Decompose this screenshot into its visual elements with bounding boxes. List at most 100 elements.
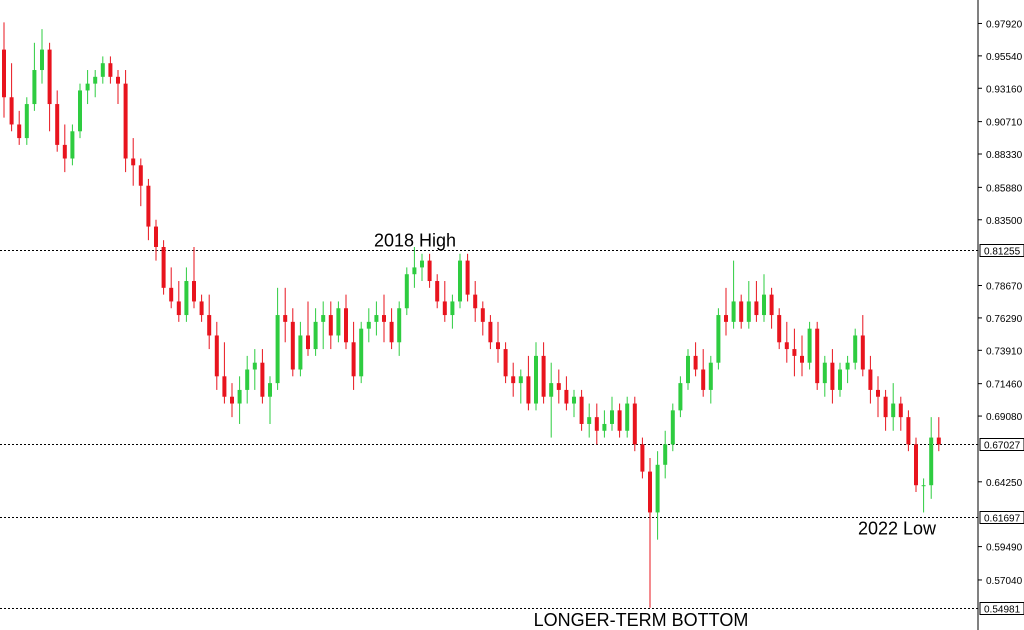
candle-body (78, 90, 82, 132)
candle-body (655, 464, 660, 513)
candle-body (351, 342, 356, 377)
candle-body (108, 63, 113, 77)
candle-body (93, 76, 98, 84)
tick-label: 0.97920 (986, 19, 1023, 30)
tick-label: 0.71460 (986, 380, 1023, 391)
candle (359, 321, 364, 384)
candle-body (237, 389, 242, 404)
candle (800, 335, 804, 377)
candle (283, 287, 288, 343)
candle-body (784, 342, 789, 350)
candle-body (648, 471, 652, 513)
candle-body (822, 362, 827, 384)
candle-body (845, 362, 850, 370)
candle (572, 389, 576, 418)
candle-body (663, 444, 668, 465)
candle (412, 246, 417, 288)
candle-body (792, 349, 797, 356)
candle-body (222, 376, 227, 397)
candle (70, 124, 75, 166)
candle-body (245, 369, 250, 390)
candles (2, 22, 941, 608)
candle (693, 342, 698, 377)
candle (914, 437, 918, 493)
candle (176, 281, 181, 322)
candle-body (777, 315, 782, 343)
candle-body (412, 267, 417, 275)
candle-body (100, 63, 105, 77)
candle-body (47, 49, 52, 105)
candle (594, 403, 599, 445)
candle (275, 287, 280, 390)
candle (936, 417, 941, 452)
candle-body (374, 315, 379, 322)
candle-body (610, 410, 614, 424)
candle-body (480, 308, 485, 322)
candle-body (526, 376, 531, 404)
candle-body (496, 342, 500, 350)
candle (579, 389, 584, 431)
candle (420, 253, 424, 282)
candle (739, 294, 744, 329)
candle-body (336, 308, 341, 336)
candle (496, 321, 500, 363)
candle-body (366, 321, 371, 329)
candle-body (511, 376, 516, 384)
candle-body (313, 321, 318, 350)
candle-body (898, 403, 903, 418)
candle-body (587, 417, 592, 424)
candle-body (746, 301, 751, 322)
candle-body (382, 315, 386, 322)
candle-body (207, 315, 212, 336)
candle-body (921, 485, 926, 487)
candle-body (442, 301, 447, 316)
candle-body (275, 315, 280, 384)
candle (480, 301, 485, 336)
candle (404, 267, 409, 316)
candle-body (830, 362, 835, 390)
reference-level-label: 0.54981 (984, 605, 1021, 616)
candle (458, 253, 462, 309)
tick-label: 0.69080 (986, 412, 1023, 423)
candle-body (116, 76, 120, 84)
candle-body (739, 301, 744, 322)
candle-body (55, 104, 60, 145)
candle-body (32, 70, 37, 105)
candle-body (184, 281, 189, 316)
tick-label: 0.76290 (986, 314, 1023, 325)
candle (146, 178, 151, 241)
tick-label: 0.88330 (986, 150, 1023, 161)
reference-level-box (979, 511, 1024, 524)
candle-body (321, 315, 326, 322)
candle (442, 281, 447, 322)
candle (382, 294, 386, 343)
candle-body (708, 362, 713, 390)
tick-label: 0.59490 (986, 543, 1023, 554)
candle (47, 42, 52, 132)
candle (427, 253, 432, 288)
candle (169, 267, 174, 309)
tick-label: 0.73910 (986, 346, 1023, 357)
candle-body (123, 83, 128, 159)
candle (708, 355, 713, 404)
candle (678, 376, 683, 418)
candle-body (579, 396, 584, 424)
candle-body (853, 335, 858, 363)
candle (822, 355, 827, 397)
candle (587, 403, 592, 438)
candle-body (868, 369, 873, 390)
candle-body (252, 362, 257, 370)
reference-level-label: 0.81255 (984, 247, 1021, 258)
candle (731, 260, 736, 329)
candle (374, 301, 379, 336)
reference-level-label: 0.67027 (984, 441, 1021, 452)
candle (230, 383, 234, 418)
candle-body (420, 260, 424, 268)
candle-body (169, 287, 174, 302)
candle (24, 97, 29, 145)
candle-body (488, 321, 493, 343)
candle (321, 301, 326, 350)
candle (237, 376, 242, 424)
candle (663, 430, 668, 479)
